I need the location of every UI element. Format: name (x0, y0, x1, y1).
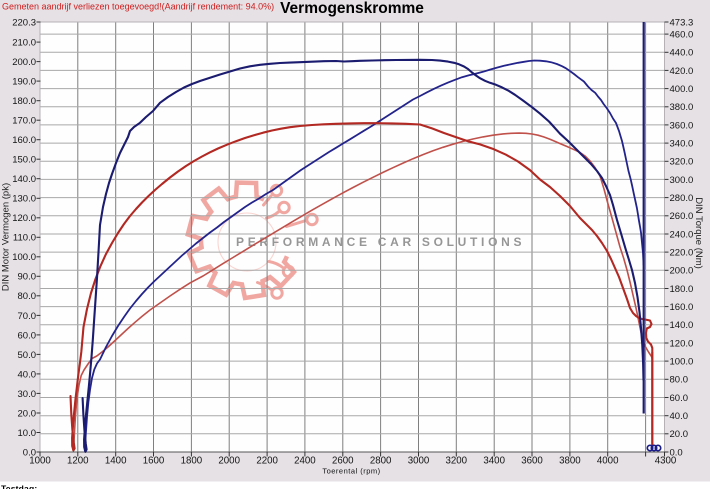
svg-text:40.0: 40.0 (18, 369, 37, 380)
svg-text:140.0: 140.0 (12, 174, 36, 185)
svg-text:3600: 3600 (521, 456, 543, 467)
svg-text:360.0: 360.0 (670, 120, 694, 131)
svg-text:100.0: 100.0 (12, 252, 36, 263)
svg-text:440.0: 440.0 (670, 48, 694, 59)
svg-text:140.0: 140.0 (670, 320, 694, 331)
svg-text:DIN Torque (Nm): DIN Torque (Nm) (693, 197, 704, 269)
svg-text:110.0: 110.0 (13, 233, 36, 244)
svg-text:1200: 1200 (67, 456, 89, 467)
svg-text:160.0: 160.0 (670, 302, 694, 313)
svg-text:220.3: 220.3 (12, 17, 36, 28)
svg-text:50.0: 50.0 (18, 350, 37, 361)
svg-text:260.0: 260.0 (670, 211, 694, 222)
svg-text:2200: 2200 (256, 456, 278, 467)
svg-text:180.0: 180.0 (670, 284, 694, 295)
svg-text:20.0: 20.0 (670, 429, 689, 440)
svg-text:150.0: 150.0 (12, 155, 36, 166)
svg-text:2800: 2800 (370, 456, 392, 467)
svg-text:200.0: 200.0 (12, 57, 36, 68)
svg-text:240.0: 240.0 (670, 229, 694, 240)
svg-text:10.0: 10.0 (18, 428, 37, 439)
svg-text:3400: 3400 (483, 456, 505, 467)
svg-text:130.0: 130.0 (12, 194, 36, 205)
svg-text:30.0: 30.0 (18, 389, 37, 400)
svg-text:2400: 2400 (294, 456, 316, 467)
svg-text:90.0: 90.0 (18, 272, 37, 283)
svg-text:0.0: 0.0 (23, 447, 36, 458)
svg-text:300.0: 300.0 (670, 175, 694, 186)
svg-text:380.0: 380.0 (670, 102, 694, 113)
svg-text:1000: 1000 (29, 456, 51, 467)
svg-text:220.0: 220.0 (670, 248, 694, 259)
svg-text:100.0: 100.0 (670, 357, 694, 368)
svg-text:3000: 3000 (408, 456, 430, 467)
svg-text:160.0: 160.0 (12, 135, 36, 146)
svg-text:4000: 4000 (597, 456, 619, 467)
svg-text:400.0: 400.0 (670, 84, 694, 95)
svg-text:460.0: 460.0 (670, 30, 694, 41)
svg-text:4300: 4300 (655, 456, 677, 467)
svg-text:20.0: 20.0 (18, 408, 37, 419)
svg-text:80.0: 80.0 (670, 375, 689, 386)
svg-text:170.0: 170.0 (12, 116, 36, 127)
svg-text:80.0: 80.0 (18, 291, 37, 302)
svg-text:180.0: 180.0 (12, 96, 36, 107)
svg-text:Toerental (rpm): Toerental (rpm) (322, 467, 380, 476)
svg-text:0.0: 0.0 (670, 447, 683, 458)
svg-text:Testdag:: Testdag: (1, 484, 37, 489)
svg-text:60.0: 60.0 (18, 330, 37, 341)
svg-text:3800: 3800 (559, 456, 581, 467)
svg-text:Gemeten aandrijf verliezen toe: Gemeten aandrijf verliezen toegevoegd!(A… (2, 2, 274, 12)
svg-text:2000: 2000 (218, 456, 240, 467)
svg-text:2600: 2600 (332, 456, 354, 467)
svg-text:70.0: 70.0 (18, 311, 37, 322)
svg-text:1800: 1800 (181, 456, 203, 467)
svg-text:1400: 1400 (105, 456, 127, 467)
svg-text:420.0: 420.0 (670, 66, 694, 77)
svg-text:473.3: 473.3 (670, 17, 694, 28)
svg-text:120.0: 120.0 (670, 338, 694, 349)
svg-text:3200: 3200 (446, 456, 468, 467)
svg-text:60.0: 60.0 (670, 393, 689, 404)
svg-text:320.0: 320.0 (670, 157, 694, 168)
svg-text:280.0: 280.0 (670, 193, 694, 204)
svg-text:40.0: 40.0 (670, 411, 689, 422)
svg-text:340.0: 340.0 (670, 139, 694, 150)
svg-text:Vermogenskromme: Vermogenskromme (280, 0, 424, 17)
svg-text:190.0: 190.0 (12, 77, 36, 88)
svg-text:210.0: 210.0 (12, 38, 36, 49)
svg-text:DIN Motor Vermogen (pk): DIN Motor Vermogen (pk) (1, 183, 12, 291)
svg-text:1600: 1600 (143, 456, 165, 467)
svg-text:120.0: 120.0 (12, 213, 36, 224)
svg-text:200.0: 200.0 (670, 266, 694, 277)
svg-text:PERFORMANCE CAR SOLUTIONS: PERFORMANCE CAR SOLUTIONS (236, 235, 525, 249)
